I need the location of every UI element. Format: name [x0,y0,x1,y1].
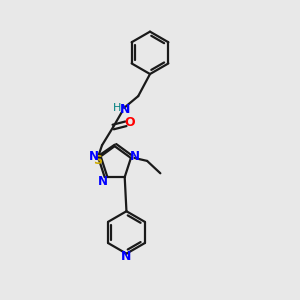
Text: N: N [89,150,99,163]
Text: N: N [120,103,131,116]
Text: H: H [112,103,121,113]
Text: N: N [130,150,140,163]
Text: N: N [121,250,132,262]
Text: N: N [98,175,108,188]
Text: O: O [124,116,135,129]
Text: S: S [93,154,102,166]
